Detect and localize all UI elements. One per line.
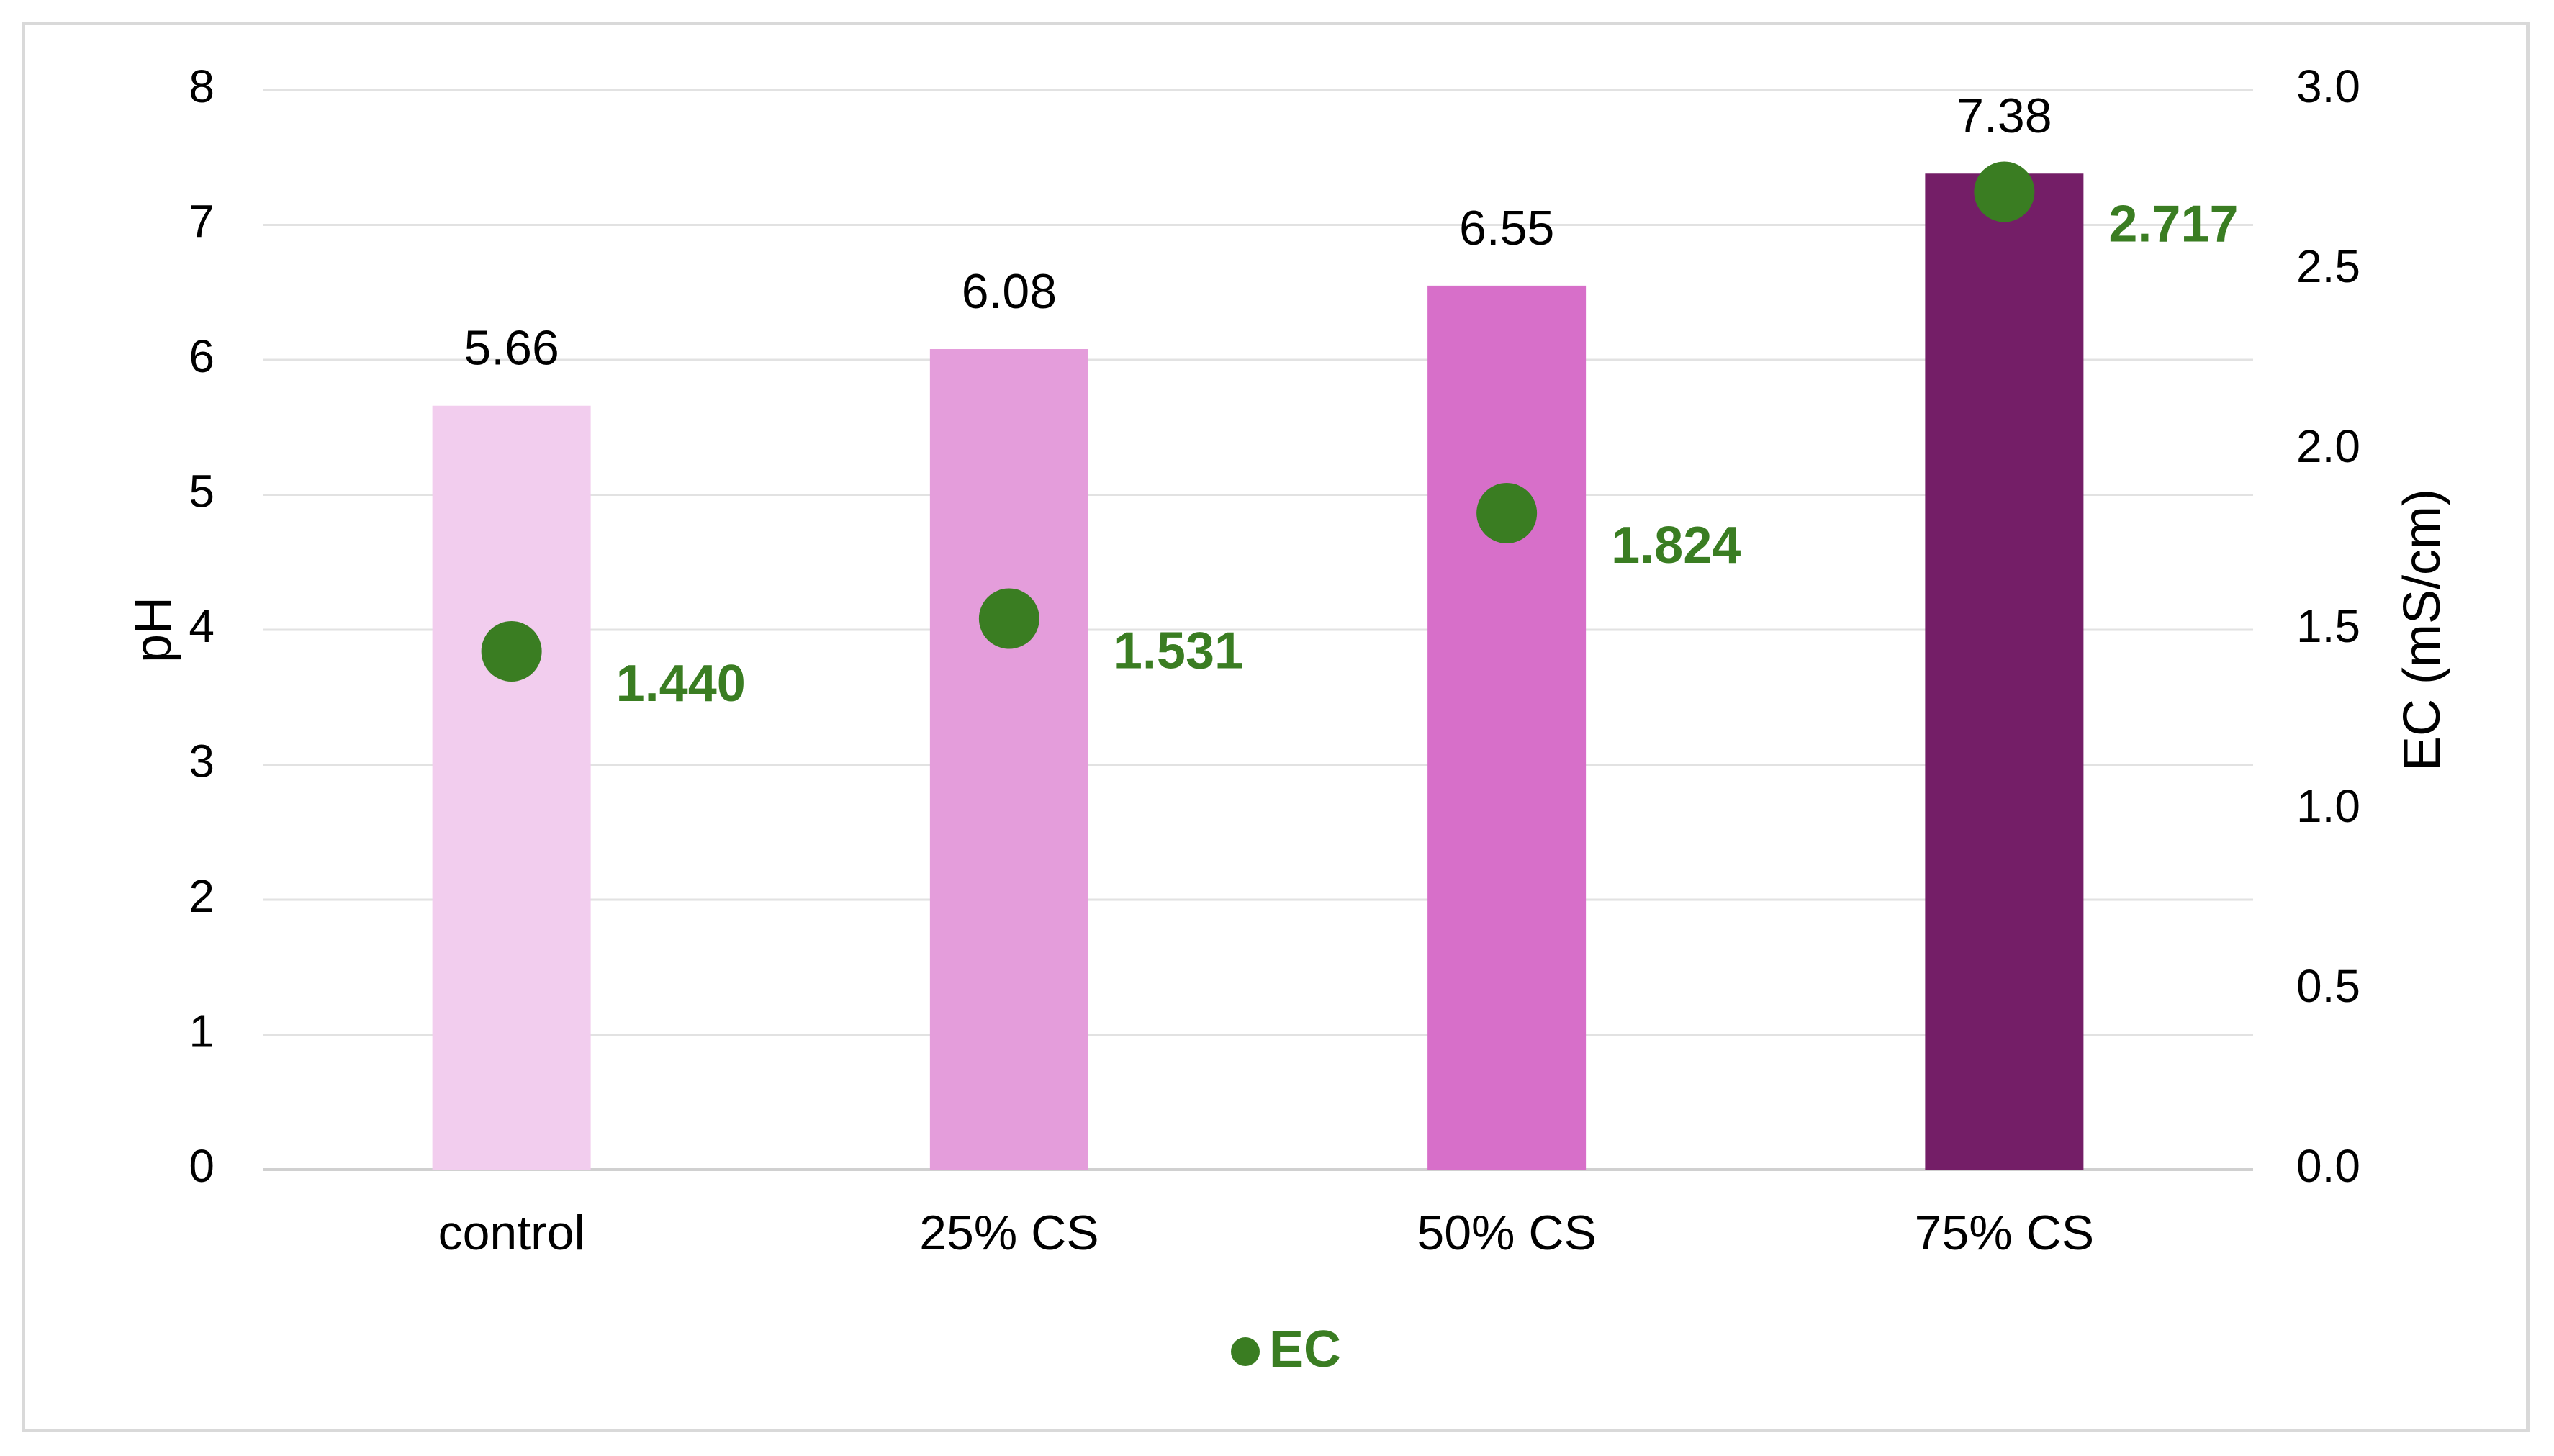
ec-point (1476, 483, 1538, 543)
y-tick-label: 8 (189, 60, 215, 112)
ph-bar (1427, 285, 1587, 1170)
data-labels: 5.66 6.08 6.55 7.38 1.440 1.531 1.824 2.717 (464, 89, 2238, 713)
x-tick-label: 75% CS (1915, 1206, 2094, 1260)
y-tick-label: 7 (189, 195, 215, 247)
ph-bars (432, 173, 2084, 1170)
ph-bar-value-label: 6.55 (1459, 201, 1554, 256)
ec-value-label: 1.824 (1611, 517, 1741, 574)
x-tick-label: control (438, 1206, 585, 1260)
ph-bar (1925, 173, 2084, 1170)
y-tick-label: 4 (189, 600, 215, 652)
y2-tick-label: 2.5 (2296, 240, 2360, 292)
y-tick-label: 0 (189, 1140, 215, 1192)
y2-tick-label: 0.5 (2296, 960, 2360, 1012)
ph-bar-value-label: 5.66 (464, 321, 559, 376)
ec-points (481, 161, 2035, 682)
y2-tick-label: 2.0 (2296, 420, 2360, 472)
x-tick-label: 50% CS (1417, 1206, 1596, 1260)
ec-point (481, 621, 542, 682)
ec-value-label: 2.717 (2108, 196, 2238, 253)
ph-bar (432, 405, 591, 1170)
y-tick-label: 5 (189, 465, 215, 517)
y2-tick-label: 1.5 (2296, 600, 2360, 652)
y-tick-label: 3 (189, 735, 215, 787)
y-tick-label: 6 (189, 330, 215, 382)
ph-bar-value-label: 6.08 (962, 264, 1057, 319)
gridlines (263, 89, 2253, 1171)
ec-point (978, 588, 1039, 649)
ec-value-label: 1.440 (616, 655, 746, 713)
y2-axis-title: EC (mS/cm) (2393, 489, 2451, 771)
legend-marker-ec (1231, 1337, 1260, 1366)
y2-tick-label: 3.0 (2296, 60, 2360, 112)
y-axis-title: pH (125, 597, 182, 663)
y-tick-label: 2 (189, 870, 215, 922)
y2-tick-label: 1.0 (2296, 780, 2360, 832)
legend-label-ec: EC (1269, 1321, 1341, 1378)
y2-tick-label: 0.0 (2296, 1140, 2360, 1192)
ec-value-label: 1.531 (1114, 623, 1243, 680)
x-tick-label: 25% CS (919, 1206, 1098, 1260)
ec-point (1974, 161, 2035, 222)
y-tick-label: 1 (189, 1005, 215, 1057)
ph-bar (929, 349, 1088, 1170)
ph-bar-value-label: 7.38 (1957, 89, 2052, 143)
legend: EC (1231, 1321, 1341, 1378)
axes: 0 1 2 3 4 5 6 7 8 0.0 0.5 1.0 1.5 2.0 2.5 3.0 control 25%… (189, 60, 2360, 1260)
